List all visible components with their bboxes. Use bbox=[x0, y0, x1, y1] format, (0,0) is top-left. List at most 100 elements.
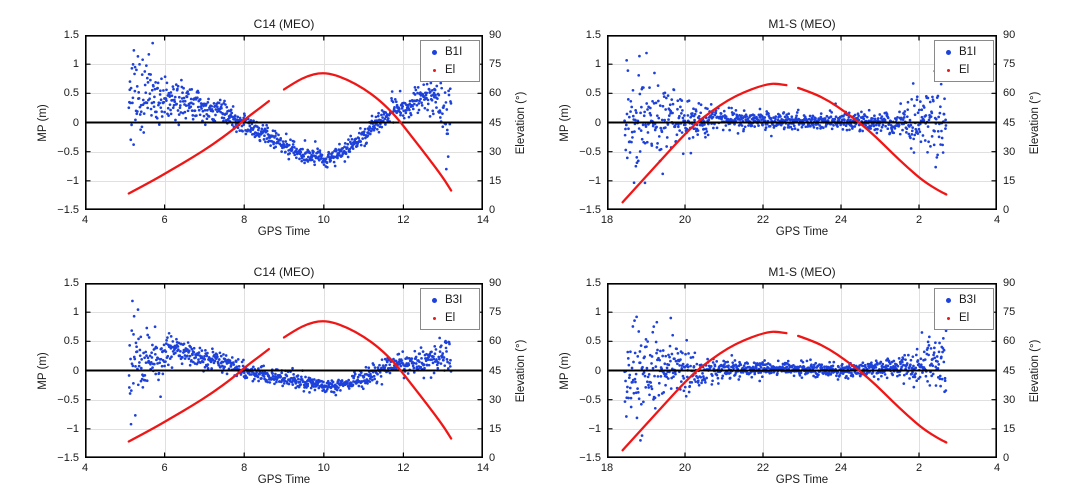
x-tick-label: 24 bbox=[834, 214, 848, 226]
y-tick-label: 1 bbox=[72, 58, 79, 71]
y-tick-label: −1.5 bbox=[57, 452, 79, 464]
elevation-tick-label: 75 bbox=[489, 306, 502, 319]
x-tick-label: 4 bbox=[81, 462, 89, 474]
x-tick-label: 8 bbox=[241, 214, 248, 226]
elevation-tick-label: 60 bbox=[1003, 335, 1016, 348]
elevation-tick-label: 15 bbox=[1003, 174, 1016, 187]
y-tick-label: 1 bbox=[594, 306, 601, 319]
scatter-marker-icon bbox=[946, 297, 951, 303]
y-tick-label: −1 bbox=[588, 422, 601, 435]
scatter-marker-icon bbox=[432, 49, 437, 55]
elevation-tick-label: 30 bbox=[489, 393, 502, 406]
legend-item: El bbox=[421, 309, 479, 327]
legend-label: El bbox=[445, 64, 456, 76]
x-tick-label: 8 bbox=[241, 462, 248, 474]
legend-item: B1I bbox=[935, 43, 993, 61]
legend: B3I El bbox=[420, 288, 480, 330]
elevation-tick-label: 45 bbox=[489, 364, 502, 377]
plot-title: M1-S (MEO) bbox=[768, 17, 836, 31]
y-tick-label: 0 bbox=[594, 116, 601, 129]
legend-label: B3I bbox=[445, 294, 463, 306]
elevation-tick-label: 75 bbox=[1003, 306, 1016, 319]
y-tick-label: 0.5 bbox=[585, 87, 601, 100]
legend-label: B1I bbox=[959, 46, 977, 58]
y-tick-label: 0 bbox=[72, 116, 79, 129]
x-tick-label: 14 bbox=[476, 214, 490, 226]
legend-label: El bbox=[959, 64, 970, 76]
x-tick-label: 20 bbox=[678, 214, 692, 226]
scatter-marker-icon bbox=[946, 49, 951, 55]
legend: B1I El bbox=[934, 40, 994, 82]
x-tick-label: 18 bbox=[600, 462, 614, 474]
plot-area bbox=[85, 283, 483, 458]
x-tick-label: 4 bbox=[993, 462, 1001, 474]
x-tick-label: 20 bbox=[678, 462, 692, 474]
legend-item: El bbox=[935, 309, 993, 327]
x-tick-label: 18 bbox=[600, 214, 614, 226]
y-tick-label: 0.5 bbox=[63, 87, 79, 100]
x-tick-label: 24 bbox=[834, 462, 848, 474]
x-axis-label: GPS Time bbox=[257, 474, 311, 486]
x-tick-label: 12 bbox=[397, 462, 410, 474]
elevation-tick-label: 90 bbox=[1003, 277, 1016, 289]
elevation-tick-label: 45 bbox=[1003, 364, 1016, 377]
legend-item: B3I bbox=[421, 291, 479, 309]
x-tick-label: 14 bbox=[476, 462, 490, 474]
subplot-m1s-b1i: M1-S (MEO) MP (m) Elevation (°) GPS Time… bbox=[559, 17, 1041, 238]
legend-item: B1I bbox=[421, 43, 479, 61]
elevation-tick-label: 45 bbox=[1003, 116, 1016, 129]
legend-label: B1I bbox=[445, 46, 463, 58]
x-axis-label: GPS Time bbox=[775, 474, 829, 486]
elevation-tick-label: 0 bbox=[489, 204, 496, 216]
subplot-c14-b1i: C14 (MEO) MP (m) Elevation (°) GPS Time … bbox=[37, 17, 527, 238]
plot-title: C14 (MEO) bbox=[253, 17, 315, 31]
y-tick-label: −0.5 bbox=[579, 393, 601, 406]
elevation-tick-label: 0 bbox=[1003, 452, 1010, 464]
y-tick-label: −1.5 bbox=[57, 204, 79, 216]
legend-item: El bbox=[421, 61, 479, 79]
y-tick-label: 0.5 bbox=[585, 335, 601, 348]
subplot-m1s-b3i: M1-S (MEO) MP (m) Elevation (°) GPS Time… bbox=[559, 265, 1041, 486]
y-tick-label: 1.5 bbox=[63, 277, 79, 289]
x-tick-label: 12 bbox=[397, 214, 410, 226]
subplot-c14-b3i: C14 (MEO) MP (m) Elevation (°) GPS Time … bbox=[37, 265, 527, 486]
x-tick-label: 4 bbox=[81, 214, 89, 226]
y-tick-label: −0.5 bbox=[57, 145, 79, 158]
y-tick-label: −0.5 bbox=[579, 145, 601, 158]
y-tick-label: −1.5 bbox=[579, 452, 601, 464]
plot-title: C14 (MEO) bbox=[253, 265, 315, 279]
legend-item: B3I bbox=[935, 291, 993, 309]
elevation-tick-label: 75 bbox=[1003, 58, 1016, 71]
y-tick-label: 1.5 bbox=[63, 29, 79, 41]
x-tick-label: 22 bbox=[756, 462, 770, 474]
plot-area bbox=[607, 283, 997, 458]
elevation-tick-label: 15 bbox=[489, 422, 502, 435]
legend-label: El bbox=[959, 312, 970, 324]
elevation-tick-label: 15 bbox=[489, 174, 502, 187]
elevation-tick-label: 0 bbox=[1003, 204, 1010, 216]
elevation-tick-label: 0 bbox=[489, 452, 496, 464]
elevation-marker-icon bbox=[947, 316, 950, 320]
plot-area bbox=[85, 35, 483, 210]
y-tick-label: 1 bbox=[594, 58, 601, 71]
elevation-tick-label: 90 bbox=[489, 277, 502, 289]
x-tick-label: 6 bbox=[161, 462, 168, 474]
plot-title: M1-S (MEO) bbox=[768, 265, 836, 279]
plot-area bbox=[607, 35, 997, 210]
x-tick-label: 10 bbox=[317, 214, 330, 226]
elevation-tick-label: 30 bbox=[489, 145, 502, 158]
y-tick-label: −1 bbox=[588, 174, 601, 187]
elevation-marker-icon bbox=[947, 68, 950, 72]
y-tick-label: 1 bbox=[72, 306, 79, 319]
y-tick-label: −1 bbox=[66, 422, 79, 435]
elevation-tick-label: 30 bbox=[1003, 393, 1016, 406]
x-tick-label: 2 bbox=[915, 462, 923, 474]
elevation-marker-icon bbox=[433, 68, 436, 72]
elevation-tick-label: 30 bbox=[1003, 145, 1016, 158]
y-tick-label: 1.5 bbox=[585, 29, 601, 41]
y-tick-label: 0 bbox=[72, 364, 79, 377]
x-tick-label: 4 bbox=[993, 214, 1001, 226]
elevation-tick-label: 60 bbox=[489, 87, 502, 100]
legend-item: El bbox=[935, 61, 993, 79]
